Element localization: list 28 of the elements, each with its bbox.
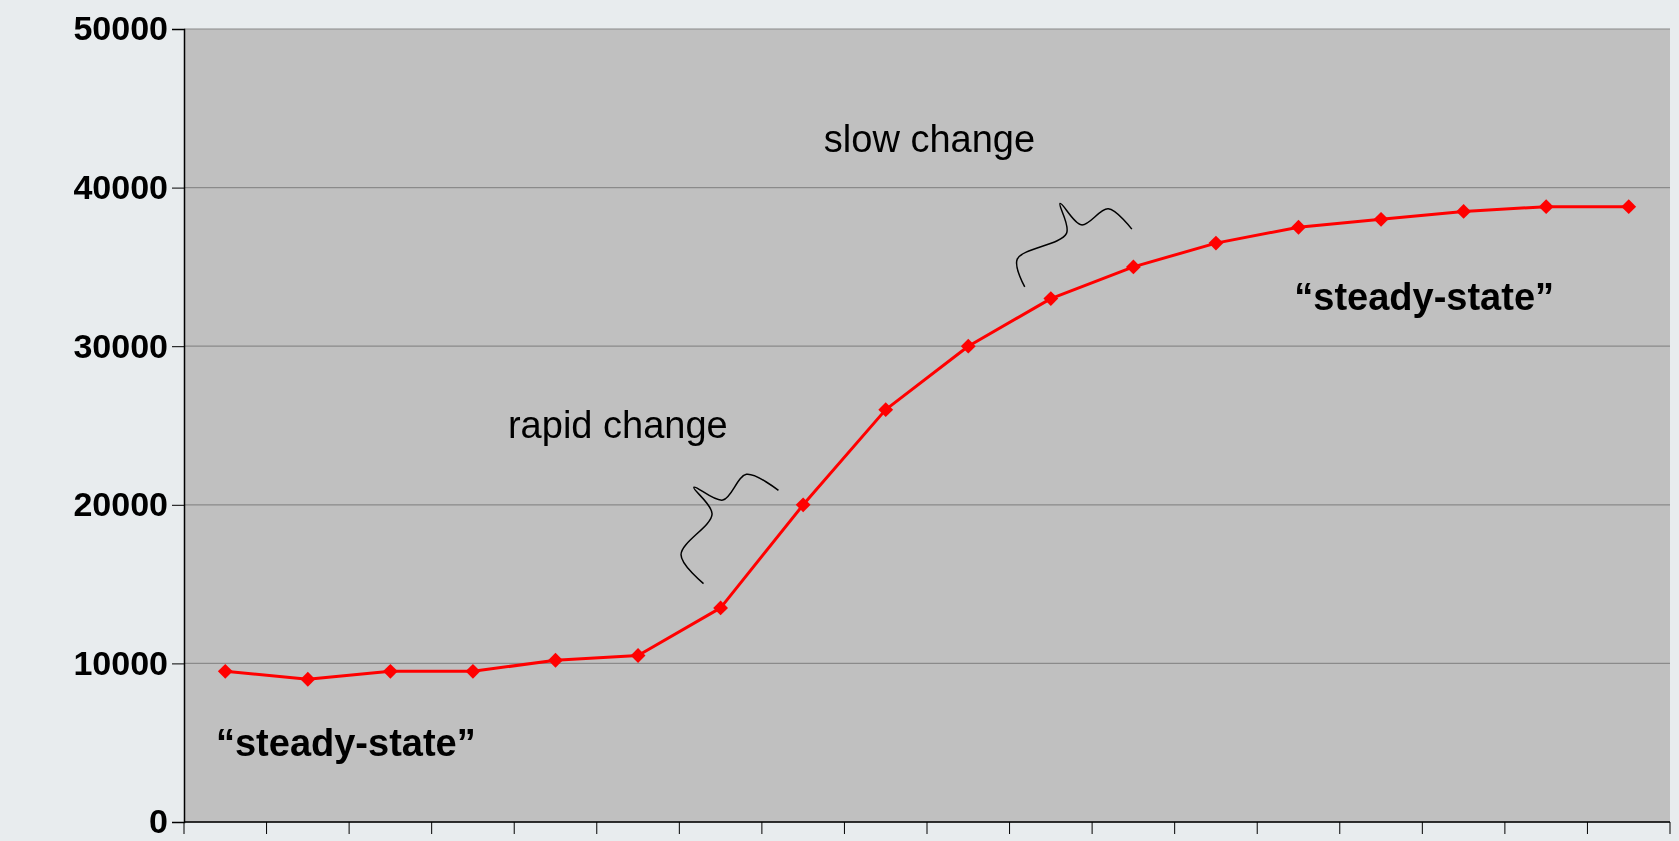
point (960, 338, 976, 354)
annotation: “steady-state” (215, 722, 476, 765)
point (1373, 211, 1389, 227)
point (1208, 235, 1224, 251)
point (878, 402, 894, 418)
point (795, 497, 811, 513)
annotation: “steady-state” (1294, 275, 1555, 318)
y-tick-label: 40000 (73, 167, 168, 206)
point (1538, 199, 1554, 215)
y-tick-label: 30000 (73, 326, 168, 365)
annotation: rapid change (507, 404, 728, 447)
y-tick-label: 20000 (73, 485, 168, 524)
point (382, 663, 398, 679)
point (548, 652, 563, 668)
point (1621, 199, 1637, 215)
annotation: slow change (823, 118, 1036, 161)
point (1291, 219, 1306, 235)
point (1125, 259, 1141, 275)
point (465, 663, 481, 679)
point (713, 600, 729, 616)
point (1456, 203, 1472, 219)
y-tick-label: 10000 (73, 643, 168, 682)
point (630, 648, 646, 663)
point (1043, 291, 1059, 307)
point (217, 663, 233, 679)
y-tick-label: 0 (149, 802, 168, 841)
y-tick-label: 50000 (73, 9, 168, 48)
point (300, 671, 316, 687)
